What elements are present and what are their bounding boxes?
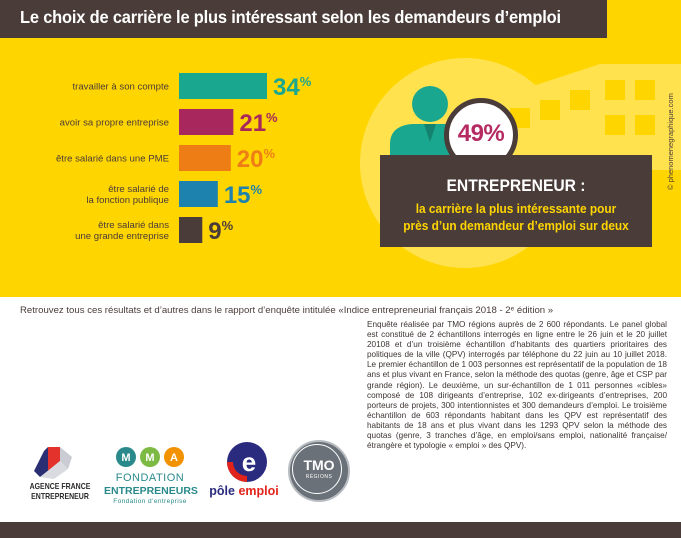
- afe-label-1: AGENCE FRANCE: [29, 481, 91, 491]
- category-label-4-1: être salarié de: [108, 184, 169, 195]
- mma-label-1: FONDATION: [115, 472, 185, 484]
- tmo-regions-logo: TMO RÉGIONS: [288, 440, 350, 502]
- tmo-name: TMO: [303, 457, 335, 473]
- value-label-1: 34%: [273, 74, 312, 101]
- category-label-2: avoir sa propre entreprise: [60, 118, 169, 129]
- value-label-2: 21%: [239, 110, 278, 137]
- bar-4: [179, 181, 218, 207]
- credit-text: © phenomenegraphique.com: [666, 93, 675, 190]
- pole-word: pôle: [209, 484, 235, 498]
- bar-1: [179, 73, 267, 99]
- pole-emploi-wordmark: pôle emploi: [205, 484, 283, 498]
- afe-label-2: ENTREPRENEUR: [31, 491, 89, 501]
- bar-2: [179, 109, 234, 135]
- category-label-3: être salarié dans une PME: [56, 154, 169, 165]
- tmo-sub: RÉGIONS: [305, 474, 333, 480]
- highlight-percent: 49%: [457, 120, 505, 147]
- pole-emploi-emblem-icon: e: [227, 442, 267, 482]
- emploi-word: emploi: [238, 484, 279, 498]
- tmo-inner-ring: [292, 444, 342, 494]
- fondation-entrepreneurs-logo: M M A FONDATION ENTREPRENEURS Fondation …: [104, 445, 198, 505]
- bar-3: [179, 145, 231, 171]
- mma-letter-2: M: [145, 452, 154, 464]
- svg-text:e: e: [242, 447, 256, 477]
- mma-letter-3: A: [170, 452, 178, 464]
- category-label-5-2: une grande entreprise: [75, 231, 169, 242]
- mma-letter-1: M: [121, 452, 130, 464]
- mma-label-2: ENTREPRENEURS: [104, 485, 198, 497]
- highlight-callout: ENTREPRENEUR : la carrière la plus intér…: [380, 155, 652, 247]
- value-label-5: 9%: [208, 218, 233, 245]
- mma-label-3: Fondation d’entreprise: [113, 498, 187, 505]
- highlight-heading: ENTREPRENEUR :: [446, 176, 586, 195]
- highlight-line-1: la carrière la plus intéressante pour: [415, 201, 617, 216]
- bottom-bar: [0, 522, 681, 538]
- page-title: Le choix de carrière le plus intéressant…: [20, 7, 561, 27]
- category-label-4-2: la fonction publique: [86, 195, 169, 206]
- bar-5: [179, 217, 203, 243]
- mma-dots-icon: M M A: [116, 447, 184, 467]
- value-label-4: 15%: [224, 182, 263, 209]
- bar-chart: travailler à son compte 34% avoir sa propr…: [56, 73, 312, 245]
- pole-emploi-logo: e pôle emploi: [205, 440, 283, 502]
- agence-france-entrepreneur-logo: AGENCE FRANCE ENTREPRENEUR: [18, 443, 102, 501]
- value-label-3: 20%: [237, 146, 276, 173]
- afe-emblem-icon: [34, 447, 72, 479]
- highlight-line-2: près d’un demandeur d’emploi sur deux: [403, 218, 629, 233]
- category-label-5-1: être salarié dans: [98, 220, 169, 231]
- methodology-text: Enquête réalisée par TMO régions auprès …: [367, 320, 667, 451]
- category-label-1: travailler à son compte: [72, 82, 169, 93]
- building-illustration: [490, 64, 681, 170]
- report-info-line: Retrouvez tous ces résultats et d’autres…: [20, 305, 554, 316]
- title-bar: Le choix de carrière le plus intéressant…: [0, 0, 607, 38]
